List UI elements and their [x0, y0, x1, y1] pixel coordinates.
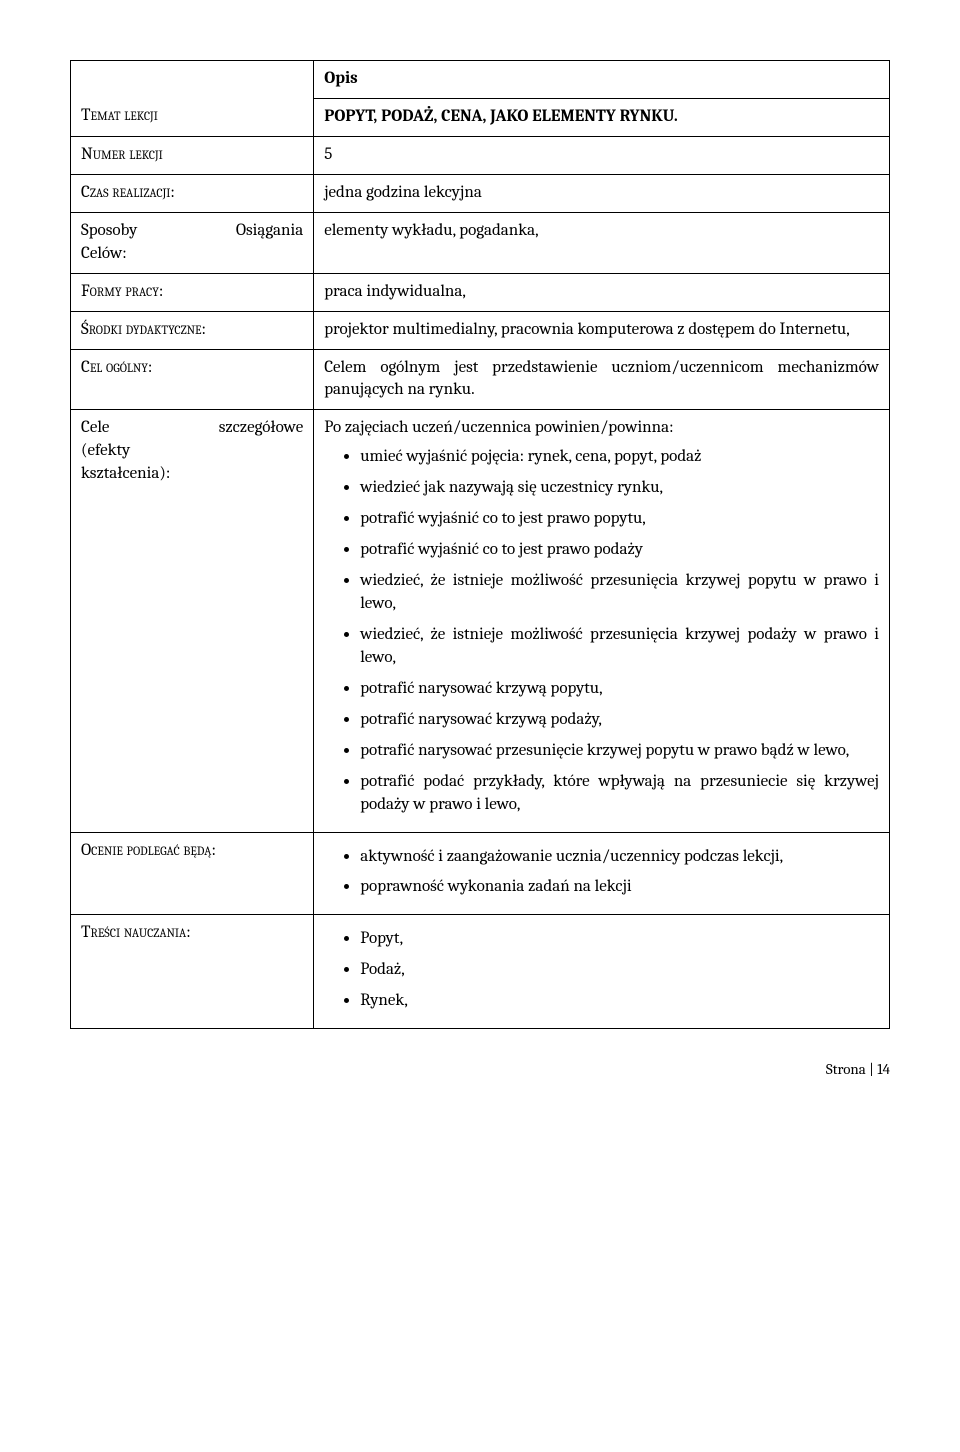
list-item: wiedzieć jak nazywają się uczestnicy ryn…	[360, 477, 879, 500]
ocenie-list: aktywność i zaangażowanie ucznia/uczenni…	[324, 846, 879, 900]
label-temat: Temat lekcji	[71, 98, 314, 136]
value-cel-ogolny: Celem ogólnym jest przedstawienie ucznio…	[314, 349, 890, 410]
list-item: poprawność wykonania zadań na lekcji	[360, 876, 879, 899]
label-formy: Formy pracy:	[71, 273, 314, 311]
list-item: potrafić podać przykłady, które wpływają…	[360, 771, 879, 817]
list-item: potrafić narysować przesunięcie krzywej …	[360, 740, 879, 763]
value-sposoby: elementy wykładu, pogadanka,	[314, 212, 890, 273]
label-srodki: Środki dydaktyczne:	[71, 311, 314, 349]
list-item: wiedzieć, że istnieje możliwość przesuni…	[360, 624, 879, 670]
tresci-list: Popyt, Podaż, Rynek,	[324, 928, 879, 1013]
page-footer: Strona | 14	[70, 1059, 890, 1079]
label-czas: Czas realizacji:	[71, 174, 314, 212]
list-item: Rynek,	[360, 990, 879, 1013]
label-cel-ogolny: Cel ogólny:	[71, 349, 314, 410]
value-tresci: Popyt, Podaż, Rynek,	[314, 915, 890, 1029]
list-item: aktywność i zaangażowanie ucznia/uczenni…	[360, 846, 879, 869]
value-formy: praca indywidualna,	[314, 273, 890, 311]
list-item: potrafić narysować krzywą popytu,	[360, 678, 879, 701]
list-item: Podaż,	[360, 959, 879, 982]
value-temat: POPYT, PODAŻ, CENA, JAKO ELEMENTY RYNKU.	[314, 98, 890, 136]
value-ocenie: aktywność i zaangażowanie ucznia/uczenni…	[314, 832, 890, 915]
label-sposoby-right: Osiągania	[209, 212, 314, 273]
list-item: potrafić wyjaśnić co to jest prawo podaż…	[360, 539, 879, 562]
list-item: potrafić narysować krzywą podaży,	[360, 709, 879, 732]
list-item: wiedzieć, że istnieje możliwość przesuni…	[360, 570, 879, 616]
value-czas: jedna godzina lekcyjna	[314, 174, 890, 212]
label-numer: Numer lekcji	[71, 136, 314, 174]
value-srodki: projektor multimedialny, pracownia kompu…	[314, 311, 890, 349]
header-opis: Opis	[314, 61, 890, 99]
list-item: umieć wyjaśnić pojęcia: rynek, cena, pop…	[360, 446, 879, 469]
list-item: potrafić wyjaśnić co to jest prawo popyt…	[360, 508, 879, 531]
label-cele: Cele (efekty kształcenia):	[71, 410, 209, 832]
list-item: Popyt,	[360, 928, 879, 951]
cele-list: umieć wyjaśnić pojęcia: rynek, cena, pop…	[324, 446, 879, 816]
label-sposoby: Sposoby Celów:	[71, 212, 209, 273]
lesson-table: Opis Temat lekcji POPYT, PODAŻ, CENA, JA…	[70, 60, 890, 1029]
value-cele: Po zajęciach uczeń/uczennica powinien/po…	[314, 410, 890, 832]
label-ocenie: Ocenie podlegać będą:	[71, 832, 314, 915]
label-tresci: Treści nauczania:	[71, 915, 314, 1029]
value-numer: 5	[314, 136, 890, 174]
